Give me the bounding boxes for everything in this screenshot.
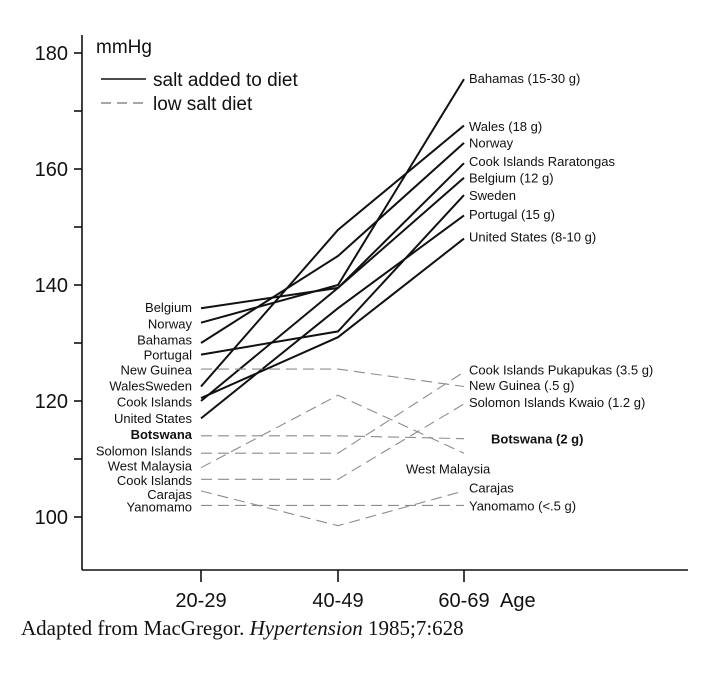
start-label-united-states-8: United States xyxy=(114,411,193,426)
start-label-portugal-3: Portugal xyxy=(144,348,193,363)
mid-label-west-malaysia-0: West Malaysia xyxy=(406,461,491,476)
bp-age-chart: 100 120 140 160 180 mmHg 20-29 40-49 60-69 Age sa… xyxy=(35,35,688,612)
salt-line-6 xyxy=(200,214,465,420)
x-tick-label-40-49: 40-49 xyxy=(312,590,363,612)
source-caption: Adapted from MacGregor. Hypertension 198… xyxy=(21,616,464,641)
end-label-carajas-12: Carajas xyxy=(469,480,514,495)
end-label-united-states-8-10-g-7: United States (8-10 g) xyxy=(469,229,596,244)
end-label-bahamas-15-30-g-0: Bahamas (15-30 g) xyxy=(469,71,580,86)
low-salt-line-12 xyxy=(200,394,465,469)
start-label-belgium-0: Belgium xyxy=(145,300,192,315)
end-label-norway-2: Norway xyxy=(469,135,514,150)
end-label-sweden-5: Sweden xyxy=(469,188,516,203)
axes: 100 120 140 160 180 mmHg 20-29 40-49 60-69 Age xyxy=(35,35,688,612)
end-label-yanomamo-5-g-13: Yanomamo (<.5 g) xyxy=(469,498,576,513)
y-tick-label-100: 100 xyxy=(35,507,68,529)
x-axis-label: Age xyxy=(500,590,536,612)
start-label-west-malaysia-11: West Malaysia xyxy=(108,458,193,473)
end-label-new-guinea-5-g-9: New Guinea (.5 g) xyxy=(469,378,575,393)
start-label-cook-islands-7: Cook Islands xyxy=(117,395,193,410)
end-label-solomon-islands-kwaio-1-2-g-10: Solomon Islands Kwaio (1.2 g) xyxy=(469,395,645,410)
end-label-botswana-2-g-11: Botswana (2 g) xyxy=(491,432,583,447)
series-lines xyxy=(200,78,465,527)
legend-label-solid: salt added to diet xyxy=(153,70,298,91)
salt-line-4 xyxy=(200,176,465,402)
start-label-carajas-13: Carajas xyxy=(147,487,192,502)
y-tick-label-120: 120 xyxy=(35,391,68,413)
caption-prefix: Adapted from MacGregor. xyxy=(21,616,250,640)
caption-suffix: 1985;7:628 xyxy=(362,616,464,640)
end-label-belgium-12-g-4: Belgium (12 g) xyxy=(469,171,554,186)
salt-line-7 xyxy=(200,237,465,400)
end-label-cook-islands-pukapukas-3-5-g-8: Cook Islands Pukapukas (3.5 g) xyxy=(469,363,653,378)
low-salt-line-9 xyxy=(201,368,465,388)
low-salt-line-8 xyxy=(201,371,465,454)
end-label-cook-islands-raratongas-3: Cook Islands Raratongas xyxy=(469,154,615,169)
legend-label-dashed: low salt diet xyxy=(153,94,253,115)
start-label-norway-1: Norway xyxy=(148,316,193,331)
start-label-yanomamo-14: Yanomamo xyxy=(126,500,192,515)
end-label-portugal-15-g-6: Portugal (15 g) xyxy=(469,207,555,222)
start-label-cook-islands-12: Cook Islands xyxy=(117,473,193,488)
y-unit-label: mmHg xyxy=(96,37,152,58)
x-tick-label-20-29: 20-29 xyxy=(175,590,226,612)
salt-line-5 xyxy=(200,194,465,356)
start-label-bahamas-2: Bahamas xyxy=(137,333,192,348)
y-tick-label-160: 160 xyxy=(35,159,68,181)
salt-line-2 xyxy=(200,142,465,344)
x-tick-label-60-69: 60-69 xyxy=(438,590,489,612)
start-label-wales-5: Wales xyxy=(109,378,145,393)
salt-line-0 xyxy=(200,78,465,324)
caption-journal: Hypertension xyxy=(249,616,363,640)
start-label-solomon-islands-10: Solomon Islands xyxy=(96,443,193,458)
start-label-botswana-9: Botswana xyxy=(131,427,193,442)
start-label-sweden-6: Sweden xyxy=(145,378,192,393)
y-tick-label-140: 140 xyxy=(35,275,68,297)
start-label-new-guinea-4: New Guinea xyxy=(120,363,192,378)
end-label-wales-18-g-1: Wales (18 g) xyxy=(469,119,542,134)
legend: salt added to diet low salt diet xyxy=(101,70,298,115)
low-salt-line-10 xyxy=(201,403,465,480)
low-salt-line-11 xyxy=(201,435,465,440)
low-salt-line-13 xyxy=(200,490,465,527)
y-tick-label-180: 180 xyxy=(35,43,68,65)
salt-line-1 xyxy=(200,124,465,388)
